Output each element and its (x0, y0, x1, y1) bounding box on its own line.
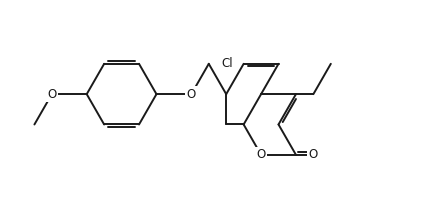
Text: O: O (256, 148, 266, 161)
Text: Cl: Cl (222, 57, 233, 70)
Text: O: O (309, 148, 318, 161)
Text: O: O (47, 88, 56, 101)
Text: O: O (187, 88, 196, 101)
